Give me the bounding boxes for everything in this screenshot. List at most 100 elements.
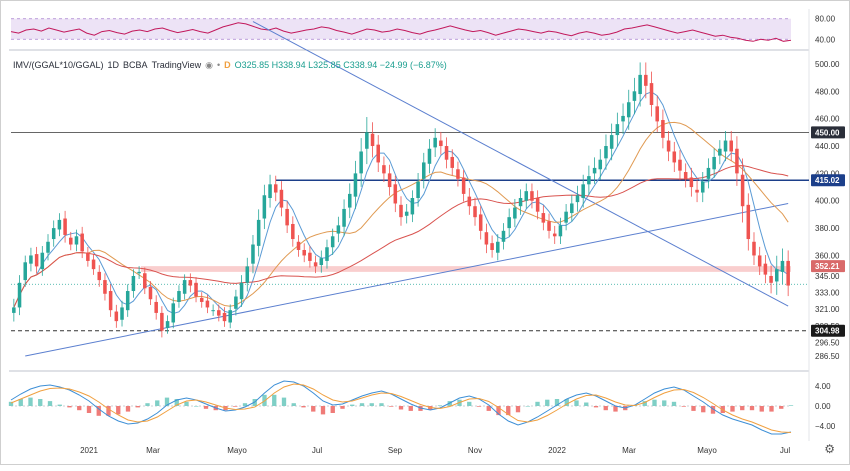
candle xyxy=(604,134,608,170)
price-tick-label: 440.00 xyxy=(815,142,840,151)
candle-body xyxy=(729,140,733,152)
candle xyxy=(103,273,107,301)
price-tick-label: 296.50 xyxy=(815,338,840,347)
candle-body xyxy=(615,124,620,136)
candle xyxy=(353,160,358,210)
candle xyxy=(239,275,244,307)
candle-body xyxy=(188,280,193,286)
candle xyxy=(433,128,437,157)
legend-symbol[interactable]: IMV/(GGAL*10/GGAL) xyxy=(13,60,104,70)
candle xyxy=(484,223,489,254)
price-label-text: 415.02 xyxy=(815,176,840,185)
candle xyxy=(649,71,654,117)
candle-body xyxy=(256,219,261,246)
candle-body xyxy=(308,252,312,261)
macd-hist-bar xyxy=(564,399,569,406)
macd-hist-bar xyxy=(272,394,277,406)
candle xyxy=(473,197,477,226)
candle-body xyxy=(393,184,398,204)
candle-body xyxy=(404,211,409,216)
candle xyxy=(456,161,460,187)
candle-body xyxy=(581,184,585,199)
candle-body xyxy=(570,203,574,214)
candle xyxy=(285,201,289,234)
macd-hist-bar xyxy=(691,406,696,411)
macd-hist-bar xyxy=(77,406,82,411)
macd-hist-bar xyxy=(164,397,170,406)
candle-body xyxy=(632,91,637,101)
candle-body xyxy=(644,74,648,86)
candle xyxy=(757,246,762,276)
candle xyxy=(143,267,147,295)
candle xyxy=(211,304,215,316)
settings-gear-icon[interactable]: ⚙ xyxy=(824,442,835,456)
candle-body xyxy=(541,213,546,223)
candle-body xyxy=(154,301,158,313)
macd-hist-bar xyxy=(28,397,33,406)
candle-body xyxy=(661,120,665,138)
candle-body xyxy=(706,167,711,179)
macd-hist-bar xyxy=(476,406,482,407)
candle-body xyxy=(450,156,455,168)
legend-interval: 1D xyxy=(107,60,120,70)
candle-body xyxy=(769,275,773,283)
candle-body xyxy=(148,286,153,300)
candle-body xyxy=(313,262,318,267)
time-tick-label: Nov xyxy=(468,446,482,455)
candle-body xyxy=(718,148,722,156)
candle-body xyxy=(757,255,762,267)
candle-body xyxy=(621,115,625,122)
candle-body xyxy=(222,312,227,322)
candle xyxy=(199,292,204,308)
candle xyxy=(706,158,711,189)
macd-hist-bar xyxy=(369,403,374,406)
candle xyxy=(609,123,614,161)
candle-body xyxy=(160,312,164,331)
macd-hist-bar xyxy=(174,399,179,406)
candle-body xyxy=(689,177,694,188)
candle-body xyxy=(97,271,102,281)
candle-body xyxy=(51,228,56,240)
price-tick-label: 333.00 xyxy=(815,288,840,297)
macd-hist-bar xyxy=(18,399,23,406)
macd-hist-bar xyxy=(662,400,667,406)
macd-hist-bar xyxy=(759,406,764,412)
macd-hist-bar xyxy=(701,406,706,413)
price-label-bg xyxy=(811,260,845,273)
price-label-box: 352.21 xyxy=(811,260,845,273)
price-label-bg xyxy=(811,324,845,337)
macd-hist-bar xyxy=(203,406,209,409)
price-tick-label: 321.00 xyxy=(815,305,840,314)
candle-body xyxy=(171,303,176,323)
eye-icon[interactable]: ◉ xyxy=(205,59,213,70)
candle xyxy=(268,174,272,208)
macd-hist-bar xyxy=(408,406,413,411)
candle xyxy=(689,167,694,197)
macd-hist-bar xyxy=(320,406,326,415)
candle-body xyxy=(552,233,557,237)
candle-body xyxy=(683,172,688,179)
candle xyxy=(120,300,124,327)
ma-fast-line xyxy=(13,91,789,315)
candle-body xyxy=(598,159,603,170)
candle-body xyxy=(655,106,659,122)
candle xyxy=(399,196,403,226)
candle-body xyxy=(723,140,728,152)
time-tick-label: 2021 xyxy=(80,446,98,455)
candle-body xyxy=(626,102,631,118)
candle xyxy=(160,306,164,338)
macd-hist-bar xyxy=(740,406,745,411)
macd-hist-bar xyxy=(681,406,686,407)
candle-body xyxy=(564,211,568,223)
candle xyxy=(513,198,517,228)
macd-hist-bar xyxy=(515,406,521,413)
candle xyxy=(17,275,22,316)
candle xyxy=(376,135,380,173)
macd-hist-bar xyxy=(525,406,530,407)
candle xyxy=(188,273,193,293)
candle xyxy=(234,289,238,316)
macd-hist-bar xyxy=(194,406,199,407)
candle-body xyxy=(86,252,90,261)
